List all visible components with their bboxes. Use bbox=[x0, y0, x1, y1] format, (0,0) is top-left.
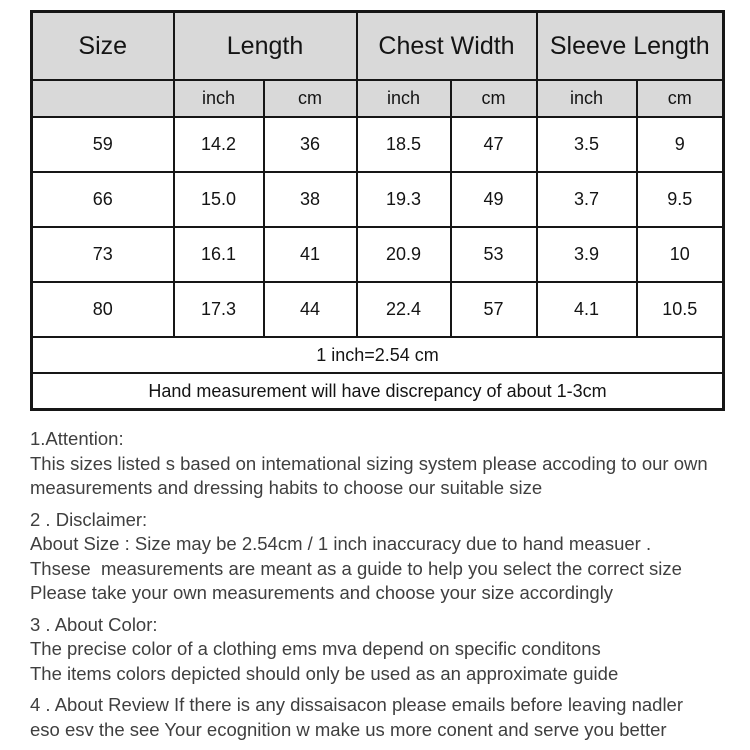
length-inch-value: 15.0 bbox=[172, 171, 265, 228]
unit-cell-length-inch: inch bbox=[172, 79, 265, 118]
unit-cell-chest-inch: inch bbox=[355, 79, 452, 118]
note-disclaimer: 2 . Disclaimer: About Size : Size may be… bbox=[30, 508, 724, 606]
table-header-row: Size Length Chest Width Sleeve Length bbox=[30, 10, 725, 81]
chest-cm-value: 57 bbox=[449, 281, 538, 338]
unit-cell-sleeve-inch: inch bbox=[535, 79, 638, 118]
sleeve-cm-value: 10.5 bbox=[635, 281, 725, 338]
note-about-review: 4 . About Review If there is any dissais… bbox=[30, 693, 724, 742]
size-value: 73 bbox=[30, 226, 175, 283]
chest-cm-value: 49 bbox=[449, 171, 538, 228]
chest-inch-value: 18.5 bbox=[355, 116, 452, 173]
header-size: Size bbox=[30, 10, 175, 81]
unit-cell-empty bbox=[30, 79, 175, 118]
table-row: 59 14.2 36 18.5 47 3.5 9 bbox=[30, 116, 725, 173]
length-cm-value: 41 bbox=[262, 226, 358, 283]
table-row: 73 16.1 41 20.9 53 3.9 10 bbox=[30, 226, 725, 283]
chest-cm-value: 53 bbox=[449, 226, 538, 283]
note-attention: 1.Attention: This sizes listed s based o… bbox=[30, 427, 724, 501]
note-about-review-line: eso esv the see Your ecognition w make u… bbox=[30, 718, 667, 740]
sleeve-inch-value: 3.5 bbox=[535, 116, 638, 173]
measurement-note: Hand measurement will have discrepancy o… bbox=[30, 372, 725, 411]
length-cm-value: 38 bbox=[262, 171, 358, 228]
sleeve-inch-value: 3.7 bbox=[535, 171, 638, 228]
note-about-color-line: The items colors depicted should only be… bbox=[30, 662, 619, 684]
chest-inch-value: 20.9 bbox=[355, 226, 452, 283]
note-attention-line: measurements and dressing habits to choo… bbox=[30, 477, 543, 498]
length-inch-value: 17.3 bbox=[172, 281, 265, 338]
table-unit-row: inch cm inch cm inch cm bbox=[30, 79, 725, 118]
size-chart-table: Size Length Chest Width Sleeve Length in… bbox=[30, 10, 726, 411]
note-disclaimer-heading: 2 . Disclaimer: bbox=[30, 508, 148, 530]
chest-cm-value: 47 bbox=[449, 116, 538, 173]
notes-section: 1.Attention: This sizes listed s based o… bbox=[30, 427, 724, 742]
size-value: 80 bbox=[30, 281, 175, 338]
chest-inch-value: 19.3 bbox=[355, 171, 452, 228]
note-about-color: 3 . About Color: The precise color of a … bbox=[30, 613, 724, 687]
table-row: 66 15.0 38 19.3 49 3.7 9.5 bbox=[30, 171, 725, 228]
length-cm-value: 44 bbox=[262, 281, 358, 338]
note-attention-line: This sizes listed s based on intemationa… bbox=[30, 452, 708, 474]
sleeve-cm-value: 10 bbox=[635, 226, 725, 283]
note-attention-heading: 1.Attention: bbox=[30, 428, 124, 449]
note-disclaimer-line: Please take your own measurements and ch… bbox=[30, 582, 614, 603]
size-value: 66 bbox=[30, 171, 175, 228]
note-disclaimer-line: About Size : Size may be 2.54cm / 1 inch… bbox=[30, 533, 652, 554]
size-value: 59 bbox=[30, 116, 175, 173]
length-cm-value: 36 bbox=[262, 116, 358, 173]
length-inch-value: 16.1 bbox=[172, 226, 265, 283]
unit-cell-sleeve-cm: cm bbox=[635, 79, 725, 118]
sleeve-inch-value: 4.1 bbox=[535, 281, 638, 338]
conversion-note: 1 inch=2.54 cm bbox=[30, 336, 725, 374]
note-about-color-heading: 3 . About Color: bbox=[30, 613, 158, 635]
table-row: 80 17.3 44 22.4 57 4.1 10.5 bbox=[30, 281, 725, 338]
note-about-review-line: 4 . About Review If there is any dissais… bbox=[30, 694, 684, 715]
note-about-color-line: The precise color of a clothing ems mva … bbox=[30, 638, 601, 659]
header-sleeve-length: Sleeve Length bbox=[535, 10, 725, 81]
chest-inch-value: 22.4 bbox=[355, 281, 452, 338]
sleeve-cm-value: 9 bbox=[635, 116, 725, 173]
note-disclaimer-line: Thsese measurements are meant as a guide… bbox=[30, 557, 682, 579]
conversion-note-row: 1 inch=2.54 cm bbox=[30, 336, 725, 374]
unit-cell-length-cm: cm bbox=[262, 79, 358, 118]
header-length: Length bbox=[172, 10, 358, 81]
sleeve-cm-value: 9.5 bbox=[635, 171, 725, 228]
sleeve-inch-value: 3.9 bbox=[535, 226, 638, 283]
unit-cell-chest-cm: cm bbox=[449, 79, 538, 118]
length-inch-value: 14.2 bbox=[172, 116, 265, 173]
measurement-note-row: Hand measurement will have discrepancy o… bbox=[30, 372, 725, 411]
header-chest-width: Chest Width bbox=[355, 10, 538, 81]
